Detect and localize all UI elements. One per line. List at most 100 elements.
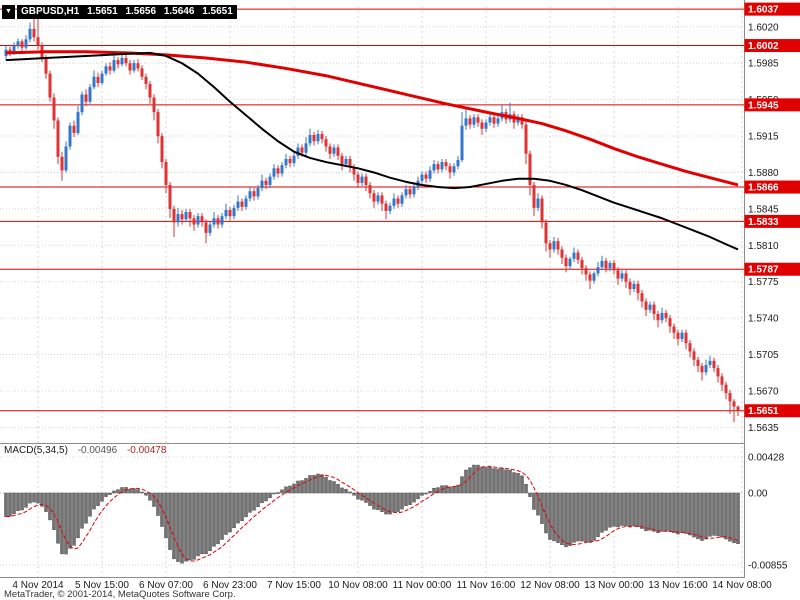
macd-main-value: -0.00496 [77, 445, 118, 456]
macd-bar [324, 476, 328, 494]
macd-bar [612, 492, 616, 527]
macd-bar [720, 492, 724, 538]
macd-bar [232, 492, 236, 529]
macd-bar [512, 472, 516, 494]
candle-body [124, 58, 128, 64]
macd-bar [492, 468, 496, 494]
candle-body [664, 312, 668, 319]
candle-body [516, 117, 520, 123]
candle-body [288, 158, 292, 164]
candle-body [672, 326, 676, 333]
macd-bar [340, 487, 344, 494]
macd-bar [360, 492, 364, 501]
candle-body [676, 332, 680, 339]
candle-body [112, 60, 116, 71]
candle-body [208, 224, 212, 233]
candle-body [468, 118, 472, 125]
macd-bar [200, 492, 204, 555]
time-axis-label: 6 Nov 07:00 [139, 580, 193, 591]
macd-bar [436, 487, 440, 494]
macd-bar [592, 492, 596, 541]
candle-body [220, 216, 224, 225]
macd-bar [468, 467, 472, 494]
price-badge-rect [744, 39, 800, 53]
macd-bar [76, 492, 80, 539]
macd-bar [80, 492, 84, 529]
time-scale-area[interactable] [0, 578, 800, 600]
macd-bar [252, 492, 256, 511]
macd-bar [372, 492, 376, 510]
time-axis-label: 5 Nov 15:00 [75, 580, 129, 591]
chart-dropdown-button[interactable]: ▼ [2, 5, 15, 19]
chart-plot-area[interactable] [0, 0, 744, 578]
candle-body [644, 301, 648, 310]
macd-bar [16, 492, 20, 511]
macd-bar [132, 488, 136, 494]
macd-bar [732, 492, 736, 544]
macd-bar [528, 492, 532, 497]
macd-bar [588, 492, 592, 543]
candle-body [424, 174, 428, 179]
candle-body [584, 268, 588, 275]
candle-body [268, 176, 272, 185]
candle-body [524, 124, 528, 154]
macd-bar [280, 489, 284, 494]
candle-body [132, 63, 136, 71]
macd-bar [120, 487, 124, 494]
candle-body [628, 281, 632, 290]
macd-bar [432, 488, 436, 494]
candle-body [448, 166, 452, 173]
macd-bar [52, 492, 56, 530]
time-axis-label: 13 Nov 00:00 [584, 580, 644, 591]
candle-body [176, 214, 180, 223]
candle-body [308, 135, 312, 144]
price-tick-label: 1.5670 [748, 386, 779, 397]
macd-bar [240, 492, 244, 521]
candle-body [256, 188, 260, 197]
symbol-bar: ▼ GBPUSD,H1 1.5651 1.5656 1.5646 1.5651 [2, 5, 237, 19]
price-tick-label: 1.5880 [748, 168, 779, 179]
macd-bar [300, 480, 304, 494]
macd-bar [316, 473, 320, 494]
price-badge-text: 1.5866 [748, 183, 779, 194]
macd-bar [392, 492, 396, 513]
candle-body [36, 37, 40, 46]
macd-bar [544, 492, 548, 534]
time-axis-label: 11 Nov 00:00 [393, 580, 452, 591]
macd-bar [140, 491, 144, 494]
candle-body [164, 162, 168, 185]
macd-bar [336, 483, 340, 494]
candle-body [548, 243, 552, 250]
current-price-badge: 1.5651 [744, 404, 800, 418]
macd-bar [44, 492, 48, 512]
ohlc-open: 1.5651 [87, 6, 118, 17]
macd-bar [180, 492, 184, 564]
candle-body [192, 218, 196, 225]
candle-body [320, 133, 324, 140]
candle-body [476, 117, 480, 123]
candle-body [384, 203, 388, 211]
candle-body [280, 165, 284, 174]
macd-bar [228, 492, 232, 533]
macd-bar [668, 492, 672, 532]
macd-bar [164, 492, 168, 539]
candle-body [128, 63, 132, 71]
macd-bar [600, 492, 604, 533]
candle-body [408, 189, 412, 195]
macd-bar [32, 492, 36, 503]
macd-bar [60, 492, 64, 555]
price-scale-area[interactable] [745, 0, 800, 578]
macd-bar [704, 492, 708, 540]
candle-body [352, 167, 356, 175]
price-badge-text: 1.5945 [748, 100, 779, 111]
level-lines [0, 8, 744, 412]
time-grid [37, 6, 743, 577]
candle-body [436, 164, 440, 170]
candle-body [616, 270, 620, 279]
time-axis-label: 14 Nov 08:00 [712, 580, 772, 591]
price-badge-rect [744, 404, 800, 418]
candle-body [148, 84, 152, 98]
macd-bar [560, 492, 564, 545]
price-badge-rect [744, 262, 800, 276]
macd-bar [728, 492, 732, 542]
